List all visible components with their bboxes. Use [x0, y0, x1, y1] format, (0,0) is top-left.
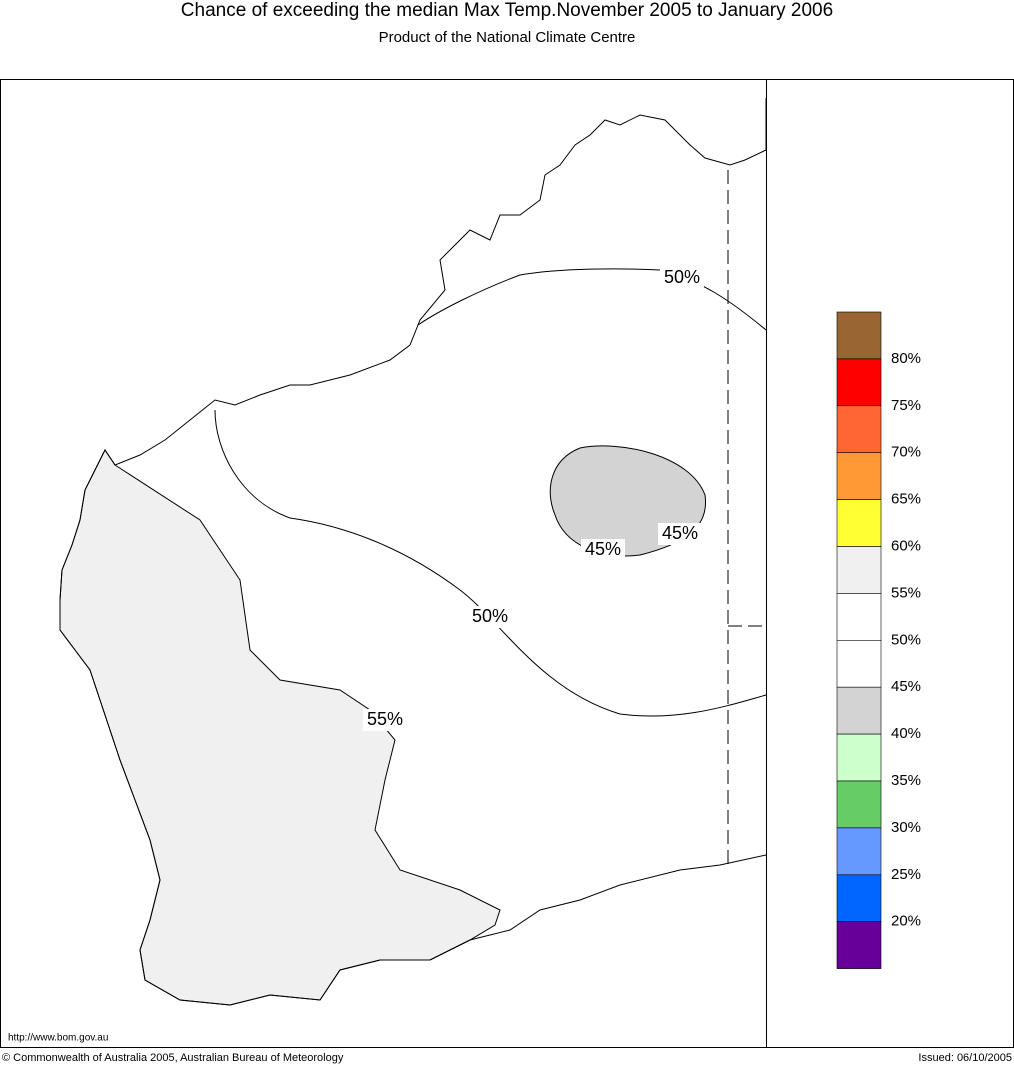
legend-swatch	[836, 733, 882, 782]
contour-label-bg	[468, 606, 512, 628]
issued: Issued: 06/10/2005	[918, 1052, 1012, 1064]
legend-swatch	[836, 874, 882, 922]
legend-swatch	[836, 639, 882, 688]
legend-label: 75%	[891, 397, 921, 414]
legend-swatch	[836, 311, 882, 360]
subtitle: Product of the National Climate Centre	[379, 29, 636, 46]
legend-swatch	[836, 405, 882, 453]
legend-label: 45%	[891, 678, 921, 695]
contour-label: 45%	[662, 523, 698, 543]
legend-label: 70%	[891, 444, 921, 461]
legend-label: 40%	[891, 725, 921, 742]
title: Chance of exceeding the median Max Temp.…	[181, 0, 833, 21]
region-55	[59, 449, 501, 1006]
legend-swatch	[836, 546, 882, 594]
contour-label-bg	[658, 523, 702, 545]
legend-swatch	[836, 827, 882, 876]
legend-label: 25%	[891, 866, 921, 883]
legend-swatch	[836, 686, 882, 735]
coastline	[59, 98, 767, 1006]
legend-label: 65%	[891, 491, 921, 508]
contour-label-bg	[581, 539, 625, 561]
legend-swatch	[836, 499, 882, 547]
contour-label: 50%	[664, 267, 700, 287]
contour-label: 55%	[367, 709, 403, 729]
legend-swatch	[836, 358, 882, 407]
legend-label: 20%	[891, 913, 921, 930]
legend-label: 35%	[891, 772, 921, 789]
legend-swatch	[836, 780, 882, 829]
legend-label: 60%	[891, 537, 921, 554]
contour-50	[417, 268, 767, 331]
url: http://www.bom.gov.au	[8, 1033, 108, 1044]
legend-swatch	[836, 452, 882, 500]
legend-label: 50%	[891, 631, 921, 648]
contour-label-bg	[660, 267, 704, 289]
contour-label: 50%	[472, 606, 508, 626]
state-border	[727, 170, 766, 865]
contour-50	[214, 409, 767, 717]
legend-label: 30%	[891, 819, 921, 836]
legend-swatch	[836, 921, 882, 969]
legend-swatch	[836, 593, 882, 641]
contour-label-bg	[363, 709, 407, 731]
legend-label: 80%	[891, 350, 921, 367]
legend-label: 55%	[891, 584, 921, 601]
contour-label: 45%	[585, 539, 621, 559]
copyright: © Commonwealth of Australia 2005, Austra…	[2, 1052, 344, 1064]
